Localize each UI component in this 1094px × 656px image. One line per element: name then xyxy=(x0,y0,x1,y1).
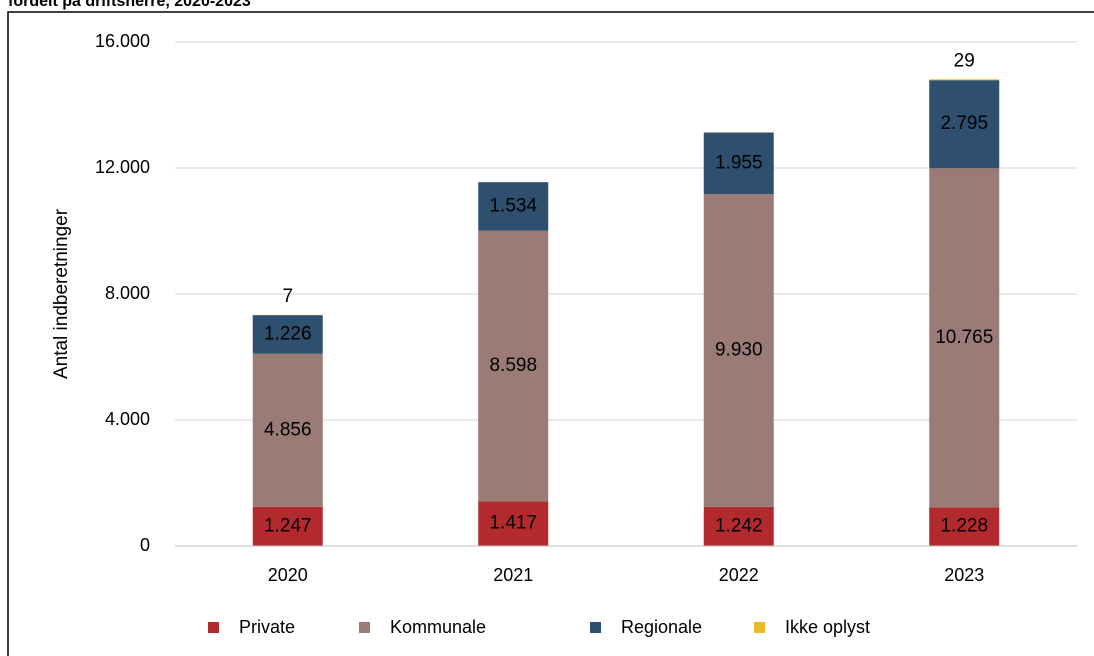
bar-segment xyxy=(703,194,774,507)
x-tick-label: 2021 xyxy=(493,565,533,585)
data-label: 1.247 xyxy=(264,515,312,536)
bar-segment xyxy=(929,168,1000,508)
data-label: 4.856 xyxy=(264,419,312,440)
bar-segment xyxy=(252,315,323,354)
legend-label: Kommunale xyxy=(390,617,486,637)
legend-swatch xyxy=(359,622,370,633)
bar-segment xyxy=(252,506,323,546)
data-label: 1.226 xyxy=(264,323,312,344)
data-label: 1.534 xyxy=(489,195,537,216)
bar-segment xyxy=(478,501,549,546)
data-label: 1.955 xyxy=(715,152,763,173)
data-label: 8.598 xyxy=(489,355,537,376)
legend-swatch xyxy=(208,622,219,633)
y-tick-label: 16.000 xyxy=(95,31,150,51)
data-label: 2.795 xyxy=(940,113,988,134)
data-label: 9.930 xyxy=(715,339,763,360)
y-tick-label: 4.000 xyxy=(105,409,150,429)
data-label: 1.242 xyxy=(715,515,763,536)
y-axis-label: Antal indberetninger xyxy=(51,208,72,379)
bar-segment xyxy=(929,79,1000,81)
legend-label: Private xyxy=(239,617,295,637)
data-label: 7 xyxy=(282,286,293,307)
bar-segment xyxy=(478,182,549,231)
data-label: 29 xyxy=(954,50,975,71)
chart-title: fordelt på driftsherre, 2020-2023 xyxy=(8,0,251,10)
data-label: 1.417 xyxy=(489,513,537,534)
bar-segment xyxy=(929,507,1000,546)
x-tick-label: 2022 xyxy=(719,565,759,585)
y-tick-label: 0 xyxy=(140,535,150,555)
y-tick-label: 12.000 xyxy=(95,157,150,177)
legend-swatch xyxy=(590,622,601,633)
legend-swatch xyxy=(754,622,765,633)
bar-segment xyxy=(703,132,774,195)
bar-segment xyxy=(252,353,323,507)
y-tick-label: 8.000 xyxy=(105,283,150,303)
bar-segment xyxy=(478,230,549,502)
chart-frame xyxy=(7,11,1094,656)
data-label: 10.765 xyxy=(935,327,993,348)
x-tick-label: 2023 xyxy=(944,565,984,585)
x-tick-label: 2020 xyxy=(268,565,308,585)
legend-label: Regionale xyxy=(621,617,702,637)
bar-segment xyxy=(929,80,1000,169)
bar-segment xyxy=(703,506,774,546)
data-label: 1.228 xyxy=(940,516,988,537)
legend-label: Ikke oplyst xyxy=(785,617,870,637)
